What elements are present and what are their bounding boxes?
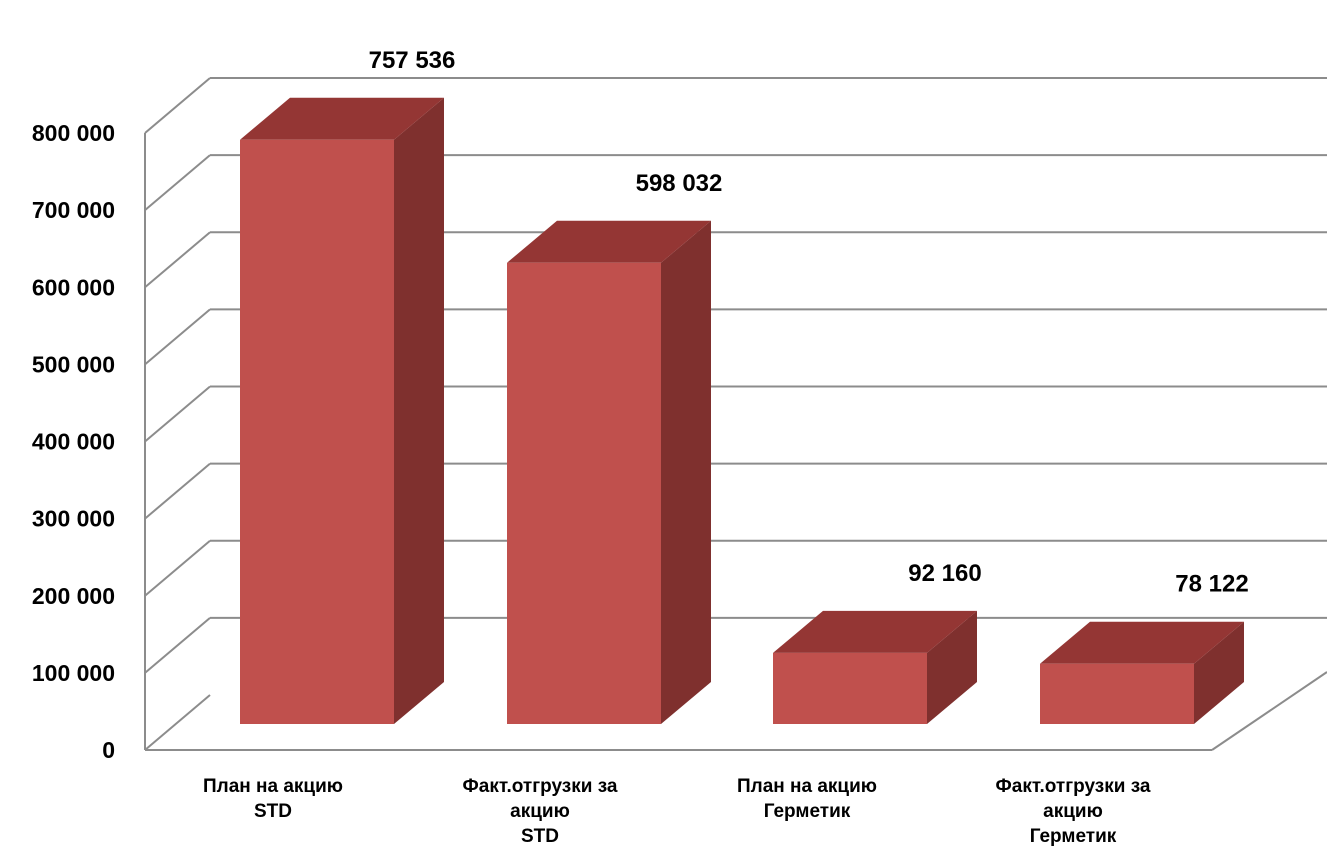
- bar-front-face: [507, 262, 661, 724]
- bar-top-face: [1040, 621, 1244, 664]
- category-label: План на акцию STD: [203, 776, 343, 822]
- category-label-line: План на акцию: [203, 776, 343, 797]
- x-axis-category-labels: План на акцию STD Факт.отгрузки за акцию STD…: [203, 776, 1151, 847]
- data-label: 598 032: [636, 170, 723, 197]
- bar-front-face: [773, 652, 927, 724]
- y-tick-label: 700 000: [32, 197, 115, 223]
- category-label-line: Герметик: [764, 801, 851, 822]
- side-wall-gridline: [144, 385, 211, 443]
- y-tick-label: 200 000: [32, 583, 115, 609]
- bar-front-face: [1040, 663, 1194, 724]
- category-label-line: Факт.отгрузки за: [463, 776, 618, 797]
- category-label-line: акцию: [510, 801, 570, 822]
- category-label: Факт.отгрузки за акцию STD: [463, 776, 618, 847]
- bar: [773, 610, 977, 724]
- bar-side-face: [927, 610, 977, 724]
- category-label-line: STD: [521, 826, 559, 847]
- bar-top-face: [240, 97, 444, 140]
- bar: [1040, 621, 1244, 724]
- data-label: 92 160: [908, 560, 981, 587]
- category-label-line: Факт.отгрузки за: [996, 776, 1151, 797]
- side-wall-gridline: [144, 77, 211, 134]
- chart-bars: [240, 97, 1244, 724]
- bar-top-face: [507, 220, 711, 263]
- side-wall-gridline: [144, 308, 211, 366]
- y-tick-label: 800 000: [32, 120, 115, 146]
- y-tick-label: 500 000: [32, 351, 115, 377]
- side-wall-gridline: [144, 231, 211, 289]
- category-label: План на акцию Герметик: [737, 776, 877, 822]
- side-wall-gridline: [144, 617, 211, 674]
- side-wall-gridline: [144, 539, 211, 597]
- side-wall-gridline: [144, 694, 211, 751]
- data-label: 78 122: [1175, 571, 1248, 598]
- y-tick-label: 300 000: [32, 506, 115, 532]
- category-label-line: STD: [254, 801, 292, 822]
- y-tick-label: 100 000: [32, 660, 115, 686]
- y-axis-tick-labels: 0 100 000 200 000 300 000 400 000 500 000 600 …: [32, 120, 115, 763]
- side-wall-gridline: [144, 154, 211, 211]
- bar-top-face: [773, 610, 977, 653]
- y-tick-label: 0: [102, 737, 115, 763]
- y-tick-label: 600 000: [32, 274, 115, 300]
- data-labels: 757 536 598 032 92 160 78 122: [369, 47, 1249, 598]
- bar-side-face: [1194, 621, 1244, 724]
- data-label: 757 536: [369, 47, 456, 74]
- category-label-line: Герметик: [1030, 826, 1117, 847]
- bar-side-face: [661, 220, 711, 724]
- bar-front-face: [240, 139, 394, 724]
- bar: [507, 220, 711, 724]
- bar: [240, 97, 444, 724]
- y-tick-label: 400 000: [32, 429, 115, 455]
- category-label-line: План на акцию: [737, 776, 877, 797]
- side-wall-gridline: [144, 462, 211, 520]
- bar-side-face: [394, 97, 444, 724]
- category-label: Факт.отгрузки за акцию Герметик: [996, 776, 1151, 847]
- category-label-line: акцию: [1043, 801, 1103, 822]
- floor-right-edge: [1211, 671, 1327, 751]
